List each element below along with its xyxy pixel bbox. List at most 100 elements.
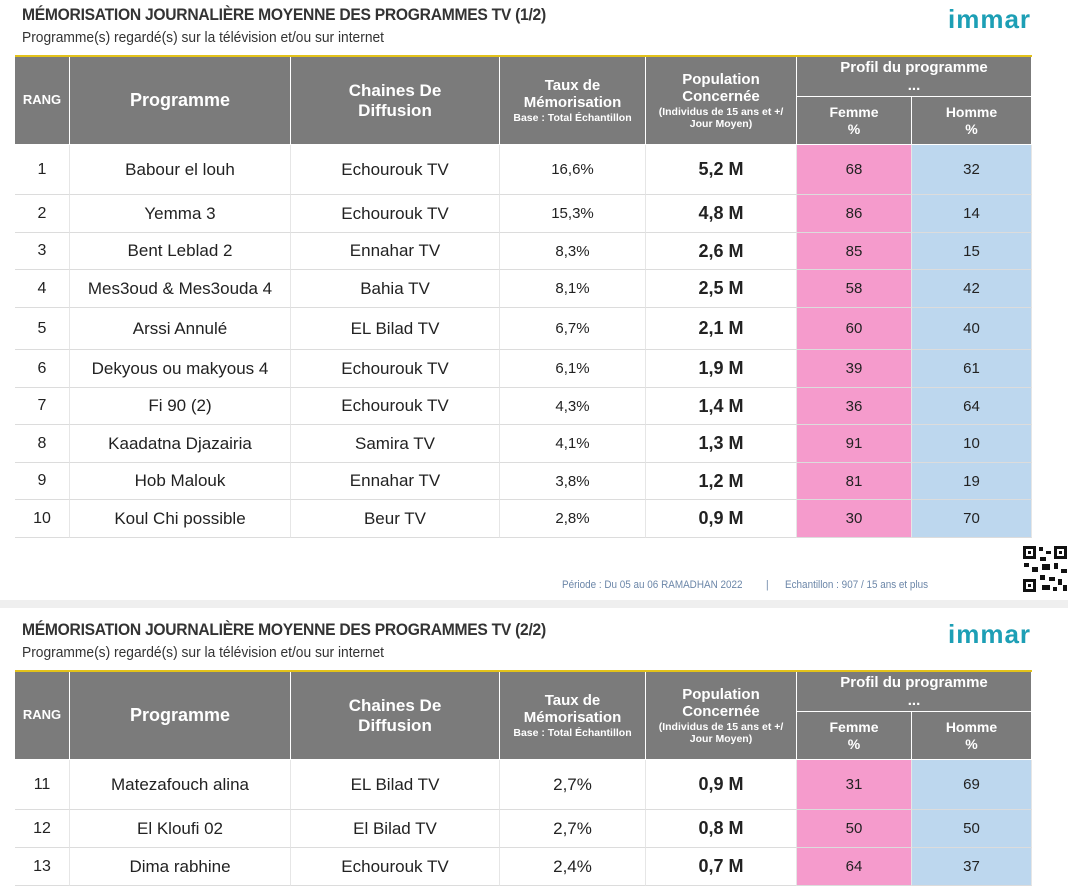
- table-cell: 64: [912, 388, 1032, 425]
- table-cell: Koul Chi possible: [70, 500, 291, 538]
- table-cell: 1,3 M: [646, 425, 797, 463]
- header-taux-cell: Taux de Mémorisation Base : Total Échanti…: [500, 672, 646, 760]
- table-cell: Dekyous ou makyous 4: [70, 350, 291, 388]
- table-cell: 9: [15, 463, 70, 500]
- logo: immar: [948, 619, 1032, 649]
- header-rang: RANG: [15, 57, 70, 145]
- table-cell: 69: [912, 760, 1032, 810]
- table-cell: 39: [797, 350, 912, 388]
- header-population-cell: Population Concernée (Individus de 15 ans…: [646, 57, 797, 145]
- table-cell: 42: [912, 270, 1032, 308]
- logo: immar: [948, 4, 1032, 34]
- table-cell: EL Bilad TV: [291, 760, 500, 810]
- table-cell: 2,6 M: [646, 233, 797, 270]
- table-cell: 3,8%: [500, 463, 646, 500]
- header-taux: Taux de Mémorisation: [523, 77, 622, 112]
- table-cell: 2,4%: [500, 848, 646, 886]
- panel-subtitle: Programme(s) regardé(s) sur la télévisio…: [22, 29, 385, 46]
- table-cell: Babour el louh: [70, 145, 291, 195]
- panel-subtitle: Programme(s) regardé(s) sur la télévisio…: [22, 644, 385, 661]
- table-cell: Fi 90 (2): [70, 388, 291, 425]
- table-cell: 0,9 M: [646, 500, 797, 538]
- table-cell: Echourouk TV: [291, 350, 500, 388]
- table-cell: El Kloufi 02: [70, 810, 291, 848]
- qr-code: [1022, 545, 1068, 593]
- header-population-cell: Population Concernée (Individus de 15 ans…: [646, 672, 797, 760]
- table-cell: 2,1 M: [646, 308, 797, 350]
- footer-periode: Période : Du 05 au 06 RAMADHAN 2022: [562, 579, 743, 591]
- table-cell: 36: [797, 388, 912, 425]
- header-population: Population Concernée: [682, 686, 760, 721]
- table-cell: 8,1%: [500, 270, 646, 308]
- table-cell: 3: [15, 233, 70, 270]
- header-femme: Femme %: [797, 712, 912, 760]
- header-profil: Profil du programme ...: [797, 57, 1032, 97]
- header-population-note: (Individus de 15 ans et +/ Jour Moyen): [658, 720, 784, 745]
- table-cell: 2,8%: [500, 500, 646, 538]
- table-cell: 2,7%: [500, 760, 646, 810]
- table-cell: 4: [15, 270, 70, 308]
- table-cell: 0,8 M: [646, 810, 797, 848]
- table-cell: Matezafouch alina: [70, 760, 291, 810]
- table-cell: 68: [797, 145, 912, 195]
- table-cell: Hob Malouk: [70, 463, 291, 500]
- table-cell: 0,9 M: [646, 760, 797, 810]
- table-cell: Dima rabhine: [70, 848, 291, 886]
- table-cell: 6,1%: [500, 350, 646, 388]
- header-profil: Profil du programme ...: [797, 672, 1032, 712]
- table-cell: Ennahar TV: [291, 233, 500, 270]
- table-cell: 14: [912, 195, 1032, 233]
- table-cell: 6: [15, 350, 70, 388]
- footer-echantillon: Echantillon : 907 / 15 ans et plus: [785, 579, 929, 591]
- header-femme: Femme %: [797, 97, 912, 145]
- table-cell: 2,7%: [500, 810, 646, 848]
- table-cell: 70: [912, 500, 1032, 538]
- table-cell: 19: [912, 463, 1032, 500]
- table-cell: 8,3%: [500, 233, 646, 270]
- table-top-rule: [15, 670, 1032, 672]
- table-cell: Bent Leblad 2: [70, 233, 291, 270]
- table-cell: Bahia TV: [291, 270, 500, 308]
- table-cell: 50: [797, 810, 912, 848]
- table-cell: 32: [912, 145, 1032, 195]
- table-cell: 12: [15, 810, 70, 848]
- header-programme: Programme: [70, 57, 291, 145]
- header-chaines: Chaines De Diffusion: [291, 57, 500, 145]
- table-cell: 5,2 M: [646, 145, 797, 195]
- table-cell: El Bilad TV: [291, 810, 500, 848]
- table-cell: 86: [797, 195, 912, 233]
- header-taux-base: Base : Total Échantillon: [513, 111, 632, 124]
- table-cell: 4,8 M: [646, 195, 797, 233]
- table-cell: 85: [797, 233, 912, 270]
- table-cell: 1,9 M: [646, 350, 797, 388]
- table-cell: 91: [797, 425, 912, 463]
- table-cell: 10: [15, 500, 70, 538]
- header-homme: Homme %: [912, 712, 1032, 760]
- table-cell: 81: [797, 463, 912, 500]
- panel-separator: [0, 600, 1068, 608]
- table-cell: 4,3%: [500, 388, 646, 425]
- table-cell: 4,1%: [500, 425, 646, 463]
- header-population: Population Concernée: [682, 71, 760, 106]
- table-cell: Beur TV: [291, 500, 500, 538]
- table-cell: Echourouk TV: [291, 388, 500, 425]
- table-cell: 11: [15, 760, 70, 810]
- table-cell: Samira TV: [291, 425, 500, 463]
- table-cell: 31: [797, 760, 912, 810]
- table-cell: 37: [912, 848, 1032, 886]
- header-population-note: (Individus de 15 ans et +/ Jour Moyen): [658, 105, 784, 130]
- table-cell: 50: [912, 810, 1032, 848]
- table-cell: Arssi Annulé: [70, 308, 291, 350]
- table-cell: 8: [15, 425, 70, 463]
- table-cell: Ennahar TV: [291, 463, 500, 500]
- table-cell: 30: [797, 500, 912, 538]
- header-taux-base: Base : Total Échantillon: [513, 726, 632, 739]
- table-cell: 13: [15, 848, 70, 886]
- panel-title: MÉMORISATION JOURNALIÈRE MOYENNE DES PRO…: [22, 620, 546, 639]
- header-chaines: Chaines De Diffusion: [291, 672, 500, 760]
- table-cell: Yemma 3: [70, 195, 291, 233]
- footer-divider: |: [766, 579, 769, 591]
- table-cell: 5: [15, 308, 70, 350]
- table-cell: 1: [15, 145, 70, 195]
